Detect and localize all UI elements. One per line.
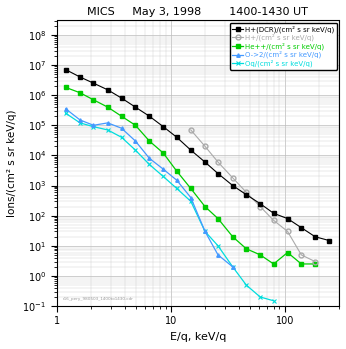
H+/(cm² s sr keV/q) — [272, 218, 276, 222]
H+/(cm² s sr keV/q) — [231, 176, 235, 180]
H+(DCR)/(cm² s sr keV/q) — [313, 235, 317, 239]
Oq/(cm² s sr keV/q) — [216, 244, 220, 248]
H+(DCR)/(cm² s sr keV/q) — [272, 211, 276, 215]
H+(DCR)/(cm² s sr keV/q) — [161, 125, 165, 129]
Oq/(cm² s sr keV/q) — [189, 199, 193, 203]
O->2/(cm² s sr keV/q) — [106, 121, 110, 125]
Oq/(cm² s sr keV/q) — [91, 125, 95, 129]
H+(DCR)/(cm² s sr keV/q) — [203, 160, 207, 164]
He++/(cm² s sr keV/q) — [313, 262, 317, 266]
Oq/(cm² s sr keV/q) — [106, 128, 110, 132]
Line: H+(DCR)/(cm² s sr keV/q): H+(DCR)/(cm² s sr keV/q) — [64, 68, 331, 242]
He++/(cm² s sr keV/q) — [64, 86, 68, 90]
Line: Oq/(cm² s sr keV/q): Oq/(cm² s sr keV/q) — [64, 112, 275, 303]
He++/(cm² s sr keV/q) — [147, 139, 152, 143]
H+(DCR)/(cm² s sr keV/q) — [244, 193, 248, 197]
He++/(cm² s sr keV/q) — [216, 216, 220, 221]
H+/(cm² s sr keV/q) — [189, 128, 193, 132]
H+(DCR)/(cm² s sr keV/q) — [119, 96, 124, 100]
O->2/(cm² s sr keV/q) — [78, 118, 82, 122]
O->2/(cm² s sr keV/q) — [175, 178, 179, 182]
He++/(cm² s sr keV/q) — [175, 169, 179, 173]
Oq/(cm² s sr keV/q) — [78, 121, 82, 125]
Oq/(cm² s sr keV/q) — [244, 283, 248, 287]
H+(DCR)/(cm² s sr keV/q) — [189, 148, 193, 152]
X-axis label: E/q, keV/q: E/q, keV/q — [170, 332, 226, 342]
Line: H+/(cm² s sr keV/q): H+/(cm² s sr keV/q) — [188, 127, 318, 264]
He++/(cm² s sr keV/q) — [203, 205, 207, 209]
O->2/(cm² s sr keV/q) — [91, 123, 95, 127]
H+(DCR)/(cm² s sr keV/q) — [147, 114, 152, 118]
Y-axis label: Ions/(cm² s sr keV/q): Ions/(cm² s sr keV/q) — [7, 110, 17, 217]
Oq/(cm² s sr keV/q) — [64, 111, 68, 116]
O->2/(cm² s sr keV/q) — [189, 195, 193, 200]
H+(DCR)/(cm² s sr keV/q) — [285, 216, 290, 221]
Line: O->2/(cm² s sr keV/q): O->2/(cm² s sr keV/q) — [64, 107, 235, 269]
He++/(cm² s sr keV/q) — [231, 235, 235, 239]
O->2/(cm² s sr keV/q) — [133, 139, 137, 143]
H+(DCR)/(cm² s sr keV/q) — [327, 238, 331, 243]
O->2/(cm² s sr keV/q) — [64, 107, 68, 111]
Text: r16_pery_980503_1400to1430.cdr: r16_pery_980503_1400to1430.cdr — [62, 297, 133, 302]
Line: He++/(cm² s sr keV/q): He++/(cm² s sr keV/q) — [64, 86, 317, 266]
He++/(cm² s sr keV/q) — [299, 262, 303, 266]
H+(DCR)/(cm² s sr keV/q) — [231, 184, 235, 188]
H+(DCR)/(cm² s sr keV/q) — [91, 81, 95, 85]
H+(DCR)/(cm² s sr keV/q) — [106, 88, 110, 92]
He++/(cm² s sr keV/q) — [78, 91, 82, 95]
H+/(cm² s sr keV/q) — [258, 205, 262, 209]
He++/(cm² s sr keV/q) — [161, 151, 165, 155]
H+(DCR)/(cm² s sr keV/q) — [133, 105, 137, 109]
Oq/(cm² s sr keV/q) — [133, 148, 137, 152]
Oq/(cm² s sr keV/q) — [161, 174, 165, 179]
H+/(cm² s sr keV/q) — [203, 144, 207, 148]
O->2/(cm² s sr keV/q) — [203, 229, 207, 233]
H+(DCR)/(cm² s sr keV/q) — [78, 75, 82, 79]
Oq/(cm² s sr keV/q) — [147, 162, 152, 166]
He++/(cm² s sr keV/q) — [258, 253, 262, 257]
He++/(cm² s sr keV/q) — [189, 186, 193, 191]
O->2/(cm² s sr keV/q) — [119, 126, 124, 130]
H+(DCR)/(cm² s sr keV/q) — [258, 202, 262, 206]
O->2/(cm² s sr keV/q) — [161, 167, 165, 171]
Title: MICS     May 3, 1998        1400-1430 UT: MICS May 3, 1998 1400-1430 UT — [88, 7, 308, 17]
H+(DCR)/(cm² s sr keV/q) — [64, 68, 68, 72]
He++/(cm² s sr keV/q) — [285, 250, 290, 254]
H+(DCR)/(cm² s sr keV/q) — [299, 225, 303, 230]
O->2/(cm² s sr keV/q) — [216, 253, 220, 257]
Oq/(cm² s sr keV/q) — [203, 229, 207, 233]
Legend: H+(DCR)/(cm² s sr keV/q), H+/(cm² s sr keV/q), He++/(cm² s sr keV/q), O->2/(cm² : H+(DCR)/(cm² s sr keV/q), H+/(cm² s sr k… — [230, 23, 337, 70]
Oq/(cm² s sr keV/q) — [258, 295, 262, 299]
He++/(cm² s sr keV/q) — [91, 98, 95, 102]
O->2/(cm² s sr keV/q) — [147, 156, 152, 161]
He++/(cm² s sr keV/q) — [106, 105, 110, 109]
He++/(cm² s sr keV/q) — [244, 247, 248, 251]
H+(DCR)/(cm² s sr keV/q) — [175, 135, 179, 139]
Oq/(cm² s sr keV/q) — [119, 135, 124, 139]
H+(DCR)/(cm² s sr keV/q) — [216, 171, 220, 176]
He++/(cm² s sr keV/q) — [133, 123, 137, 127]
Oq/(cm² s sr keV/q) — [231, 265, 235, 269]
O->2/(cm² s sr keV/q) — [231, 265, 235, 269]
H+/(cm² s sr keV/q) — [299, 253, 303, 257]
Oq/(cm² s sr keV/q) — [272, 299, 276, 303]
He++/(cm² s sr keV/q) — [272, 262, 276, 266]
H+/(cm² s sr keV/q) — [313, 259, 317, 263]
H+/(cm² s sr keV/q) — [216, 160, 220, 164]
Oq/(cm² s sr keV/q) — [175, 186, 179, 191]
H+/(cm² s sr keV/q) — [244, 190, 248, 194]
H+/(cm² s sr keV/q) — [285, 229, 290, 233]
He++/(cm² s sr keV/q) — [119, 114, 124, 118]
